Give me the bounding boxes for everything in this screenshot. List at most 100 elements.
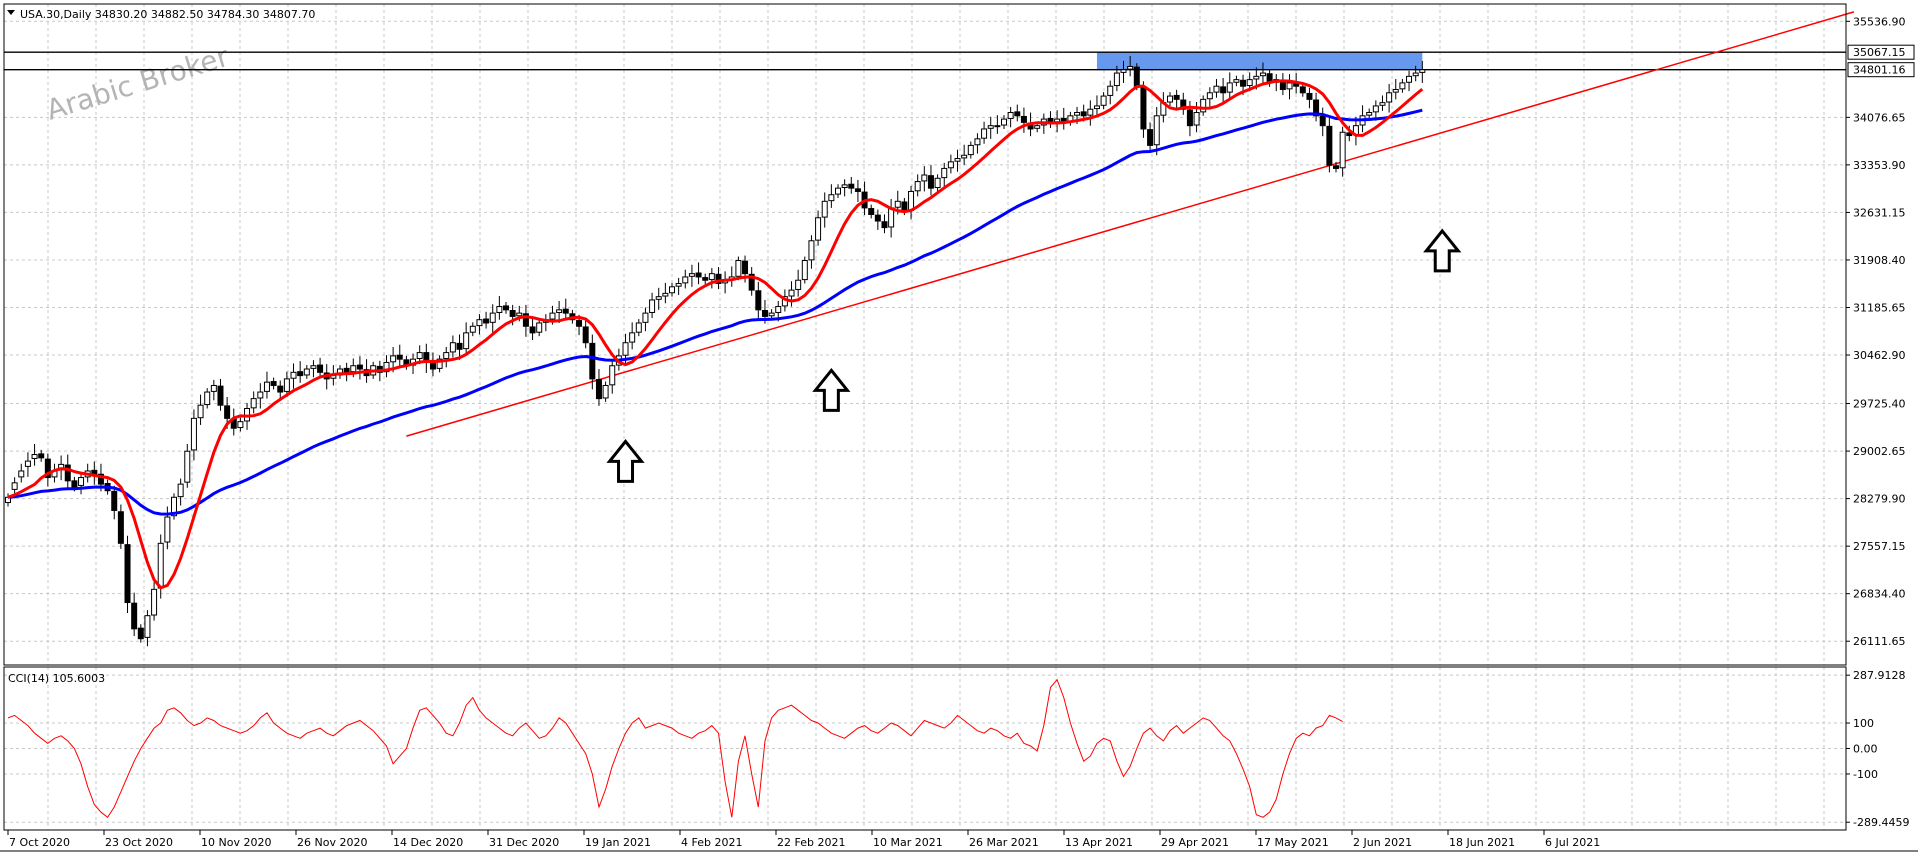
candle-body bbox=[496, 306, 503, 313]
candle-body bbox=[522, 313, 529, 327]
candle-body bbox=[277, 385, 284, 393]
candle-body bbox=[1100, 95, 1107, 106]
candle-body bbox=[489, 312, 496, 323]
candle-body bbox=[317, 364, 324, 373]
candle-body bbox=[874, 214, 881, 222]
candle-body bbox=[622, 342, 629, 356]
candle-body bbox=[1419, 69, 1426, 73]
candle-body bbox=[1167, 95, 1173, 103]
resistance-zone-rect bbox=[1096, 52, 1423, 70]
candle-body bbox=[1313, 99, 1320, 117]
y-tick-label: 33353.90 bbox=[1853, 159, 1906, 172]
candle-body bbox=[662, 292, 669, 297]
candle-body bbox=[868, 208, 875, 215]
candle-body bbox=[881, 221, 888, 229]
candle-body bbox=[396, 354, 403, 360]
candle-body bbox=[1014, 111, 1021, 117]
candle-body bbox=[1054, 118, 1061, 123]
x-tick-label: 29 Apr 2021 bbox=[1161, 836, 1229, 849]
candle-body bbox=[914, 181, 921, 192]
candle-body bbox=[589, 342, 596, 380]
candle-body bbox=[894, 200, 901, 208]
candle-body bbox=[137, 627, 144, 640]
candle-body bbox=[1346, 132, 1353, 137]
candle-body bbox=[1120, 69, 1127, 73]
candle-body bbox=[503, 305, 509, 311]
candle-body bbox=[941, 167, 948, 179]
candle-body bbox=[516, 312, 523, 317]
candle-body bbox=[848, 183, 855, 189]
candle-body bbox=[748, 273, 755, 291]
candle-body bbox=[1093, 105, 1100, 110]
candle-body bbox=[1259, 72, 1266, 77]
candle-body bbox=[947, 161, 954, 169]
x-tick-label: 23 Oct 2020 bbox=[105, 836, 173, 849]
candle-body bbox=[655, 296, 662, 300]
candle-body bbox=[1226, 82, 1233, 93]
candle-body bbox=[343, 367, 350, 373]
candle-body bbox=[582, 326, 589, 344]
candle-body bbox=[483, 318, 490, 324]
x-tick-label: 22 Feb 2021 bbox=[777, 836, 845, 849]
candle-body bbox=[1113, 72, 1120, 87]
candle-body bbox=[1107, 85, 1114, 96]
candle-body bbox=[157, 542, 164, 589]
candle-body bbox=[97, 473, 104, 485]
candle-body bbox=[1399, 82, 1406, 90]
candle-body bbox=[171, 496, 177, 517]
x-tick-label: 10 Mar 2021 bbox=[873, 836, 943, 849]
candle-body bbox=[1326, 125, 1333, 166]
candle-body bbox=[356, 364, 363, 370]
candle-body bbox=[808, 240, 815, 261]
candle-body bbox=[250, 398, 257, 409]
candle-body bbox=[934, 177, 941, 189]
candle-body bbox=[1299, 86, 1306, 94]
candle-body bbox=[390, 355, 397, 363]
y-tick-label: 29725.40 bbox=[1853, 398, 1906, 411]
candle-body bbox=[602, 384, 609, 399]
chevron-down-icon[interactable] bbox=[7, 10, 15, 15]
candle-body bbox=[429, 362, 436, 370]
trendline[interactable] bbox=[406, 11, 1855, 437]
up-arrow-icon bbox=[1423, 228, 1462, 273]
axes: 35536.90 34076.65 33353.90 32631.15 31908.40… bbox=[7, 15, 1915, 849]
candle-body bbox=[257, 391, 264, 399]
candle-body bbox=[204, 391, 211, 406]
candle-body bbox=[476, 319, 483, 327]
candle-body bbox=[1406, 75, 1413, 83]
candles bbox=[5, 55, 1426, 647]
candle-body bbox=[1034, 125, 1041, 129]
candle-body bbox=[635, 322, 642, 333]
candle-body bbox=[18, 470, 25, 478]
candle-body bbox=[556, 309, 563, 313]
candle-body bbox=[310, 365, 317, 369]
candle-body bbox=[1147, 129, 1154, 146]
candle-body bbox=[184, 450, 191, 483]
y-tick-label: 35536.90 bbox=[1853, 15, 1906, 28]
x-tick-label: 2 Jun 2021 bbox=[1353, 836, 1412, 849]
x-tick-label: 7 Oct 2020 bbox=[9, 836, 70, 849]
candle-body bbox=[1306, 92, 1313, 100]
cci-title: CCI(14) 105.6003 bbox=[8, 672, 105, 685]
candle-body bbox=[828, 194, 835, 202]
candle-body bbox=[921, 174, 928, 182]
y-tick-label: 26111.65 bbox=[1853, 635, 1906, 648]
candle-body bbox=[1333, 165, 1339, 169]
candle-body bbox=[715, 273, 722, 285]
candle-body bbox=[443, 352, 450, 360]
candle-body bbox=[549, 312, 556, 320]
candle-body bbox=[290, 371, 297, 379]
candle-body bbox=[1001, 118, 1007, 126]
candle-body bbox=[801, 260, 808, 281]
y-tick-label: 100 bbox=[1853, 717, 1874, 730]
candle-body bbox=[529, 326, 536, 334]
candle-body bbox=[1246, 79, 1253, 87]
x-tick-label: 13 Apr 2021 bbox=[1065, 836, 1133, 849]
candle-body bbox=[761, 309, 768, 317]
candle-body bbox=[994, 125, 1001, 128]
up-arrow-icon bbox=[812, 367, 851, 412]
horizontal-lines[interactable] bbox=[4, 51, 1846, 71]
candle-body bbox=[1220, 86, 1227, 94]
candle-body bbox=[1339, 131, 1346, 169]
